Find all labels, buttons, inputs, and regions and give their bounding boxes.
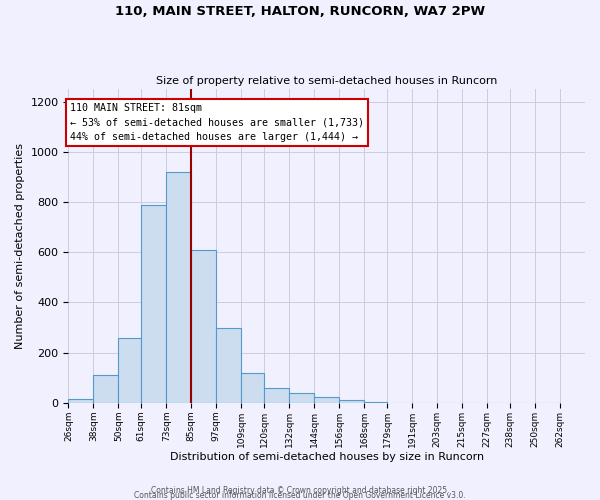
Bar bbox=[314, 396, 339, 403]
X-axis label: Distribution of semi-detached houses by size in Runcorn: Distribution of semi-detached houses by … bbox=[170, 452, 484, 462]
Title: Size of property relative to semi-detached houses in Runcorn: Size of property relative to semi-detach… bbox=[156, 76, 497, 86]
Bar bbox=[142, 204, 166, 403]
Bar bbox=[216, 328, 241, 403]
Bar bbox=[166, 172, 191, 403]
Bar bbox=[364, 402, 387, 403]
Text: Contains HM Land Registry data © Crown copyright and database right 2025.: Contains HM Land Registry data © Crown c… bbox=[151, 486, 449, 495]
Bar bbox=[118, 338, 142, 403]
Bar bbox=[339, 400, 364, 403]
Bar bbox=[264, 388, 289, 403]
Y-axis label: Number of semi-detached properties: Number of semi-detached properties bbox=[15, 143, 25, 349]
Bar bbox=[94, 376, 118, 403]
Bar bbox=[289, 393, 314, 403]
Bar bbox=[191, 250, 216, 403]
Text: Contains public sector information licensed under the Open Government Licence v3: Contains public sector information licen… bbox=[134, 491, 466, 500]
Text: 110 MAIN STREET: 81sqm
← 53% of semi-detached houses are smaller (1,733)
44% of : 110 MAIN STREET: 81sqm ← 53% of semi-det… bbox=[70, 103, 364, 142]
Text: 110, MAIN STREET, HALTON, RUNCORN, WA7 2PW: 110, MAIN STREET, HALTON, RUNCORN, WA7 2… bbox=[115, 5, 485, 18]
Bar bbox=[68, 399, 94, 403]
Bar bbox=[241, 373, 264, 403]
